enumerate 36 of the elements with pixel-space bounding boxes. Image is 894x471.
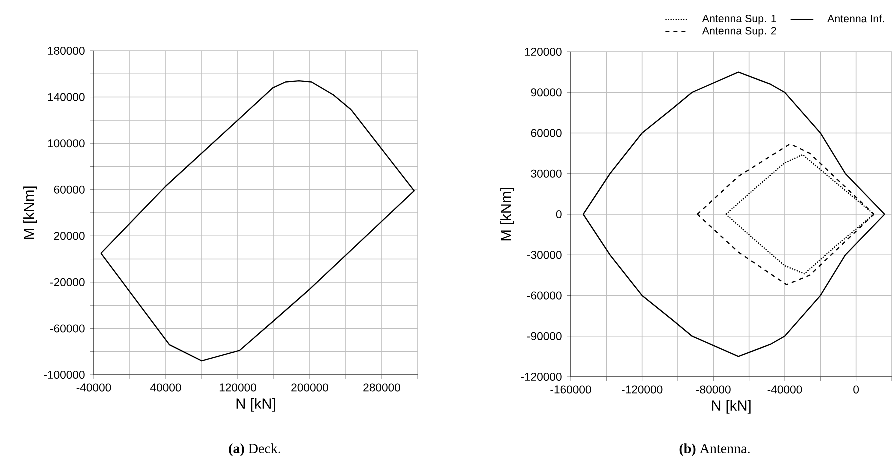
y-tick-label: 140000 — [48, 93, 85, 102]
y-tick-label: -20000 — [50, 278, 85, 286]
y-tick-label: -60000 — [50, 324, 85, 333]
y-axis-title: M [kNm] — [500, 188, 514, 241]
y-tick-label: 0 — [556, 210, 562, 218]
x-tick-label: -80000 — [696, 386, 731, 394]
x-axis-title: N [kN] — [236, 398, 276, 412]
x-tick-label: -120000 — [622, 386, 663, 394]
text: (b) Antenna. — [680, 444, 750, 456]
y-tick-label: 20000 — [54, 232, 85, 240]
x-tick-label: -160000 — [550, 386, 592, 394]
legend-label: Antenna Sup. 1 — [702, 14, 776, 25]
x-tick-label: 40000 — [150, 384, 182, 392]
y-tick-label: 60000 — [531, 129, 562, 138]
y-tick-label: 30000 — [531, 170, 562, 178]
legend-label: Antenna Sup. 2 — [702, 27, 776, 37]
x-tick-label: 120000 — [220, 384, 256, 392]
x-tick-label: 200000 — [292, 384, 328, 392]
y-tick-label: -90000 — [528, 332, 562, 340]
y-tick-label: 100000 — [48, 140, 85, 148]
x-axis-title: N [kN] — [712, 400, 751, 414]
text: (a) Deck. — [229, 444, 281, 456]
x-tick-label: -40000 — [76, 384, 112, 392]
y-tick-label: -120000 — [521, 372, 562, 381]
y-tick-label: -100000 — [44, 370, 85, 379]
y-tick-label: 120000 — [525, 48, 562, 56]
x-tick-label: 0 — [854, 386, 860, 394]
y-tick-label: -30000 — [528, 251, 562, 260]
x-tick-label: -40000 — [768, 386, 802, 394]
legend-label: Antenna Inf. — [828, 14, 884, 23]
y-tick-label: 180000 — [48, 46, 85, 56]
y-axis-title: M [kNm] — [24, 186, 38, 240]
x-tick-label: 280000 — [364, 384, 400, 392]
y-tick-label: 60000 — [54, 186, 85, 194]
y-tick-label: -60000 — [528, 292, 562, 300]
y-tick-label: 90000 — [531, 88, 562, 97]
